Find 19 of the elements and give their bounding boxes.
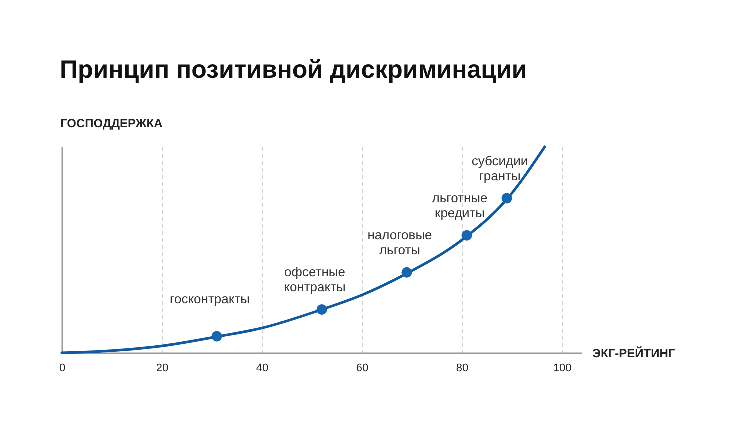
x-tick-label: 80	[456, 362, 469, 374]
point	[402, 267, 412, 278]
chart-title: Принцип позитивной дискриминации	[60, 56, 528, 84]
annotation: налоговые льготы	[368, 228, 432, 258]
x-tick-label: 40	[256, 362, 269, 374]
point	[316, 304, 328, 315]
annotation: офсетные контракты	[284, 264, 346, 295]
annotation: госконтракты	[170, 292, 250, 307]
y-axis-title: ГОСПОДДЕРЖКА	[60, 116, 164, 130]
point	[462, 230, 472, 241]
x-tick-label: 100	[553, 362, 572, 374]
x-tick-label: 0	[59, 362, 66, 374]
x-tick-label: 20	[156, 362, 169, 374]
x-axis-title: ЭКГ-РЕЙТИНГ	[592, 346, 676, 360]
point	[212, 331, 222, 342]
x-tick-label: 60	[356, 362, 369, 374]
point	[502, 193, 512, 204]
annotation: льготные кредиты	[432, 190, 488, 221]
annotation: субсидии гранты	[472, 154, 528, 184]
